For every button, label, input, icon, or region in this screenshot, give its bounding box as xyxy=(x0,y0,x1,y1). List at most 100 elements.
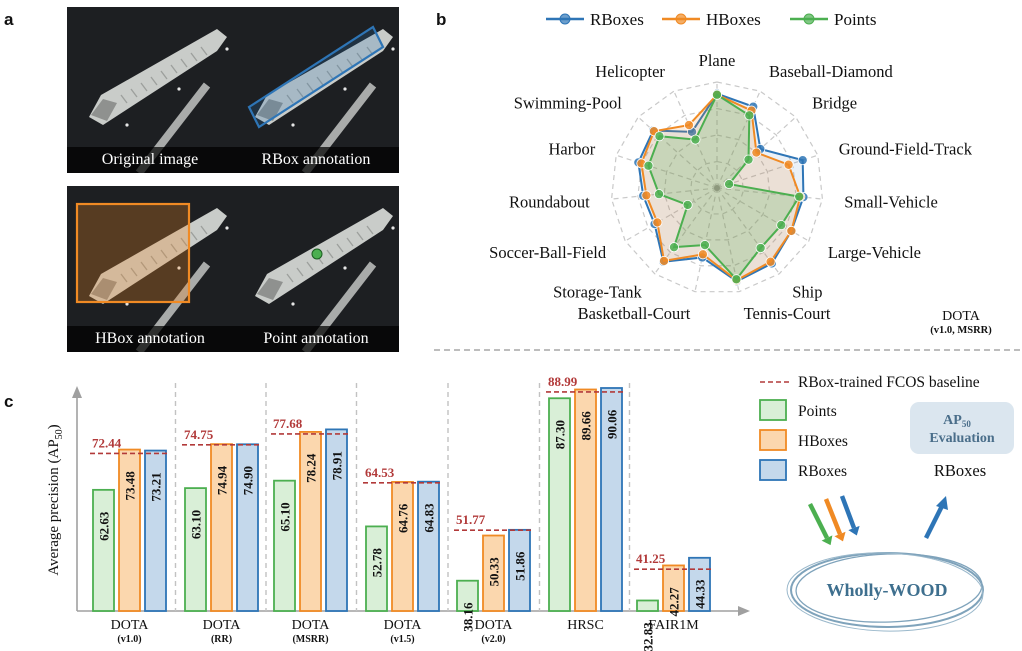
deck-line xyxy=(316,76,324,86)
y-axis-arrow xyxy=(72,386,82,398)
bar-value-label: 78.91 xyxy=(330,451,345,480)
thumbnail-hbox: HBox annotation xyxy=(67,186,233,352)
bar-points-0 xyxy=(92,488,115,612)
input-arrow-head xyxy=(821,535,833,546)
radar-point-points-6 xyxy=(755,243,766,254)
x-axis-arrow xyxy=(738,606,750,616)
deck-line xyxy=(200,225,208,235)
evaluation-word: Evaluation xyxy=(929,431,995,446)
deck-line xyxy=(306,261,314,271)
bar-hboxes-1 xyxy=(210,443,233,612)
evaluation-output: RBoxes xyxy=(934,461,986,480)
bar-hboxes-2 xyxy=(299,430,322,612)
deck-line xyxy=(180,58,188,68)
model-name: Wholly-WOOD xyxy=(826,580,947,600)
radar-point-hboxes-5 xyxy=(786,225,797,236)
category-label: FAIR1M xyxy=(648,618,699,633)
bar-hboxes-0 xyxy=(118,448,141,612)
bar-value-label: 65.10 xyxy=(278,502,293,531)
radar-point-points-2 xyxy=(743,154,754,165)
evaluation-title-sub: 50 xyxy=(962,419,972,429)
baseline-value-label: 74.75 xyxy=(184,427,214,442)
radar-grid-ring xyxy=(690,160,744,215)
legend-baseline-label: RBox-trained FCOS baseline xyxy=(798,374,980,391)
thumbnail-point: Point annotation xyxy=(233,186,399,352)
radar-category-label: Baseball-Diamond xyxy=(769,62,893,81)
baseline-value-label: 64.53 xyxy=(365,465,395,480)
radar-point-points-5 xyxy=(776,220,787,231)
bar-rboxes-2 xyxy=(325,428,348,612)
bar-value-label: 73.21 xyxy=(149,472,164,501)
water-dot xyxy=(177,87,181,91)
radar-point-points-9 xyxy=(669,242,680,253)
deck-line xyxy=(346,237,354,247)
radar-category-label: Large-Vehicle xyxy=(828,243,921,262)
radar-series-hboxes xyxy=(640,93,802,282)
radar-point-hboxes-10 xyxy=(652,217,663,228)
radar-point-hboxes-9 xyxy=(659,255,670,266)
radar-category-label: Bridge xyxy=(812,93,857,112)
thumbnail-rbox: RBox annotation xyxy=(233,7,399,173)
deck-line xyxy=(170,64,178,74)
legend-label: HBoxes xyxy=(798,433,848,450)
water-dot xyxy=(177,266,181,270)
radar-category-label: Plane xyxy=(699,51,736,70)
legend-swatch xyxy=(759,429,787,451)
deck-line xyxy=(306,82,314,92)
output-arrow xyxy=(923,504,945,540)
radar-series-rboxes xyxy=(637,92,805,283)
bar-points-4 xyxy=(456,579,479,612)
radar-category-label: Storage-Tank xyxy=(553,283,642,302)
input-arrow-head xyxy=(848,525,860,536)
bar-value-label: 74.94 xyxy=(215,465,230,495)
legend-swatch xyxy=(759,399,787,421)
bar-hboxes-6 xyxy=(662,564,685,612)
input-arrow xyxy=(823,498,843,535)
point-marker xyxy=(311,248,323,260)
radar-category-label: Tennis-Court xyxy=(744,304,831,323)
deck-line xyxy=(140,261,148,271)
input-arrow xyxy=(839,495,857,529)
input-arrow-head xyxy=(834,531,846,542)
category-label: DOTA xyxy=(111,618,150,633)
bar-value-label: 64.76 xyxy=(396,503,411,533)
water-dot xyxy=(225,226,229,230)
radar-point-points-7 xyxy=(731,274,742,285)
water-dot xyxy=(125,123,129,127)
deck-line xyxy=(160,70,168,80)
ship-image xyxy=(75,202,229,352)
water-dot xyxy=(343,266,347,270)
output-arrow-head xyxy=(936,496,948,510)
radar-legend-marker xyxy=(803,13,815,25)
model-ellipse-sketch xyxy=(786,552,984,632)
deck-line xyxy=(296,88,304,98)
bar-value-label: 89.66 xyxy=(579,411,594,441)
deck-line xyxy=(130,88,138,98)
deck-line xyxy=(286,94,294,104)
hbox-overlay xyxy=(75,202,191,304)
evaluation-title: AP50 xyxy=(943,413,971,429)
bar-value-label: 73.48 xyxy=(123,471,138,501)
radar-point-points-13 xyxy=(654,131,665,142)
bar-value-label: 42.27 xyxy=(667,587,682,617)
radar-point-points-8 xyxy=(699,240,710,251)
bar-value-label: 51.86 xyxy=(513,551,528,581)
deck-line xyxy=(356,231,364,241)
bar-value-label: 63.10 xyxy=(189,510,204,539)
radar-point-hboxes-3 xyxy=(783,159,794,170)
evaluation-box xyxy=(910,402,1014,454)
radar-category-label: Ground-Field-Track xyxy=(839,139,973,158)
model-ellipse-sketch xyxy=(795,553,983,623)
deck-line xyxy=(180,237,188,247)
deck-line xyxy=(190,52,198,62)
radar-point-points-0 xyxy=(711,89,722,100)
thumbnail-caption: Original image xyxy=(67,147,233,173)
category-label: DOTA xyxy=(203,618,242,633)
radar-center xyxy=(714,185,720,191)
water-dot xyxy=(391,226,395,230)
rbox-overlay xyxy=(247,25,385,129)
ship-hull xyxy=(89,29,227,125)
thumbnail-caption: HBox annotation xyxy=(67,326,233,352)
ship-bridge xyxy=(257,278,283,300)
bar-points-5 xyxy=(548,397,571,612)
